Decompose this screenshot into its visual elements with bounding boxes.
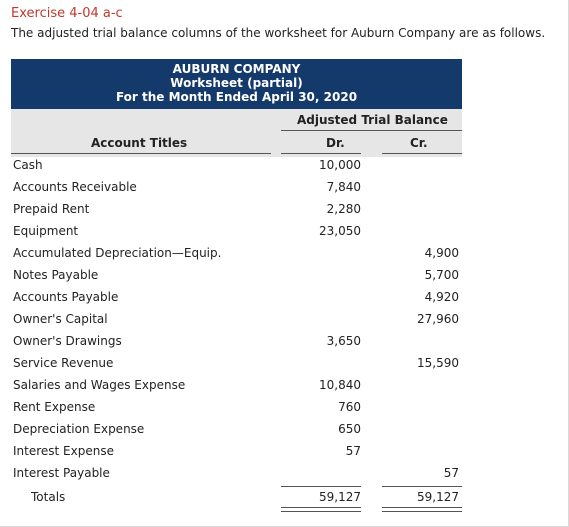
- account-name: Accounts Receivable: [13, 180, 137, 194]
- debit-value: 650: [338, 422, 361, 436]
- sheet-title: Worksheet (partial): [170, 76, 303, 90]
- debit-double-underline: [281, 507, 361, 512]
- credit-underline: [382, 153, 462, 154]
- worksheet-header: AUBURN COMPANY Worksheet (partial) For t…: [11, 59, 462, 109]
- credit-value: 4,900: [424, 246, 459, 260]
- account-name: Equipment: [13, 224, 79, 238]
- account-name: Owner's Capital: [13, 312, 108, 326]
- table-row: Notes Payable 5,700: [11, 266, 462, 288]
- account-name: Interest Expense: [13, 444, 114, 458]
- debit-total-rule: [281, 486, 361, 487]
- debit-value: 3,650: [326, 334, 361, 348]
- company-name: AUBURN COMPANY: [172, 62, 301, 76]
- credit-double-underline: [382, 507, 462, 512]
- account-titles-heading: Account Titles: [91, 136, 188, 150]
- adjusted-trial-balance-heading: Adjusted Trial Balance: [297, 113, 448, 127]
- table-row: Salaries and Wages Expense 10,840: [11, 376, 462, 398]
- titles-underline: [11, 153, 271, 154]
- table-row: Owner's Drawings 3,650: [11, 332, 462, 354]
- account-name: Service Revenue: [13, 356, 114, 370]
- debit-total: 59,127: [319, 490, 361, 504]
- totals-row: Totals 59,127 59,127: [11, 488, 462, 510]
- table-row: Prepaid Rent 2,280: [11, 200, 462, 222]
- table-row: Accumulated Depreciation—Equip. 4,900: [11, 244, 462, 266]
- debit-value: 7,840: [326, 180, 361, 194]
- account-name: Notes Payable: [13, 268, 99, 282]
- column-header-band: [11, 109, 462, 157]
- credit-value: 27,960: [417, 312, 459, 326]
- table-row: Interest Expense 57: [11, 442, 462, 464]
- table-row: Equipment 23,050: [11, 222, 462, 244]
- exercise-title: Exercise 4-04 a-c: [11, 6, 123, 21]
- table-row: Service Revenue 15,590: [11, 354, 462, 376]
- account-name: Accounts Payable: [13, 290, 119, 304]
- debit-value: 23,050: [319, 224, 361, 238]
- account-name: Salaries and Wages Expense: [13, 378, 186, 392]
- table-row: Interest Payable 57: [11, 464, 462, 486]
- intro-text: The adjusted trial balance columns of th…: [11, 26, 546, 40]
- period-title: For the Month Ended April 30, 2020: [115, 90, 358, 104]
- debit-heading: Dr.: [326, 136, 345, 150]
- credit-heading: Cr.: [410, 136, 428, 150]
- table-row: Depreciation Expense 650: [11, 420, 462, 442]
- credit-value: 15,590: [417, 356, 459, 370]
- table-row: Accounts Receivable 7,840: [11, 178, 462, 200]
- account-name: Rent Expense: [13, 400, 96, 414]
- credit-value: 5,700: [424, 268, 459, 282]
- table-row: Rent Expense 760: [11, 398, 462, 420]
- debit-value: 10,840: [319, 378, 361, 392]
- account-name: Cash: [13, 158, 43, 172]
- account-name: Depreciation Expense: [13, 422, 145, 436]
- debit-value: 760: [338, 400, 361, 414]
- table-row: Accounts Payable 4,920: [11, 288, 462, 310]
- account-name: Prepaid Rent: [13, 202, 90, 216]
- account-name: Interest Payable: [13, 466, 110, 480]
- debit-value: 2,280: [326, 202, 361, 216]
- account-name: Accumulated Depreciation—Equip.: [13, 246, 222, 260]
- credit-total: 59,127: [417, 490, 459, 504]
- credit-value: 4,920: [424, 290, 459, 304]
- debit-value: 57: [345, 444, 361, 458]
- debit-underline: [281, 153, 361, 154]
- totals-label: Totals: [31, 490, 66, 504]
- table-row: Cash 10,000: [11, 156, 462, 178]
- credit-total-rule: [382, 486, 462, 487]
- table-row: Owner's Capital 27,960: [11, 310, 462, 332]
- group-underline: [281, 130, 462, 131]
- credit-value: 57: [443, 466, 459, 480]
- account-name: Owner's Drawings: [13, 334, 122, 348]
- debit-value: 10,000: [319, 158, 361, 172]
